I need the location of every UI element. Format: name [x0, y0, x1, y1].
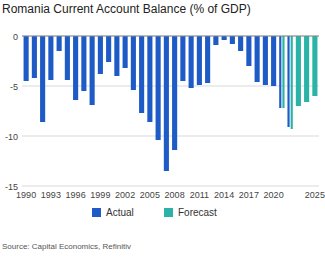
zero-line — [22, 36, 319, 37]
bar — [296, 36, 301, 106]
x-tick-label: 2005 — [140, 190, 160, 200]
bar — [123, 36, 128, 68]
bar — [213, 36, 218, 45]
bar — [131, 36, 136, 90]
bar — [263, 36, 268, 85]
bar — [291, 36, 293, 129]
bar — [282, 36, 284, 108]
bar — [73, 36, 78, 100]
x-tick-label: 1993 — [41, 190, 61, 200]
x-tick-label: 1999 — [90, 190, 110, 200]
x-tick-label: 2002 — [115, 190, 135, 200]
bar — [156, 36, 161, 140]
bar — [114, 36, 119, 76]
bar — [65, 36, 70, 80]
bar — [246, 36, 251, 66]
bar — [205, 36, 210, 83]
x-tick-label: 2014 — [214, 190, 234, 200]
y-tick-label: -5 — [10, 82, 18, 92]
x-tick-label: 2017 — [239, 190, 259, 200]
bar — [40, 36, 45, 122]
bar — [81, 36, 86, 91]
bar — [279, 36, 281, 108]
bar — [57, 36, 62, 51]
x-tick-label: 2025 — [305, 190, 325, 200]
bar — [180, 36, 185, 81]
bar — [238, 36, 243, 51]
bar — [164, 36, 169, 171]
bar — [304, 36, 309, 102]
legend-swatch — [92, 208, 101, 217]
x-tick-label: 2008 — [165, 190, 185, 200]
bar — [139, 36, 144, 113]
bar — [98, 36, 103, 74]
bar — [172, 36, 177, 150]
bar — [197, 36, 202, 85]
bar — [312, 36, 317, 96]
bar — [222, 36, 227, 40]
y-tick-label: -10 — [5, 132, 18, 142]
x-tick-label: 1996 — [66, 190, 86, 200]
x-tick-label: 2020 — [264, 190, 284, 200]
legend-swatch — [164, 208, 173, 217]
bar — [32, 36, 37, 78]
bar — [271, 36, 276, 86]
bar — [106, 36, 111, 62]
bar — [90, 36, 95, 105]
y-tick-label: 0 — [13, 32, 18, 42]
legend-label: Forecast — [178, 207, 217, 218]
bar — [24, 36, 29, 81]
bar — [147, 36, 152, 122]
grid-line — [22, 186, 319, 187]
bar — [287, 36, 289, 127]
bar — [189, 36, 194, 88]
x-tick-label: 2011 — [190, 190, 209, 200]
legend: Actual Forecast — [92, 207, 217, 218]
x-tick-label: 1990 — [16, 190, 36, 200]
grid-line — [22, 36, 319, 37]
bar — [230, 36, 235, 44]
chart: Romania Current Account Balance (% of GD… — [0, 0, 325, 273]
legend-label: Actual — [106, 207, 134, 218]
title: Romania Current Account Balance (% of GD… — [2, 2, 251, 16]
bar — [48, 36, 53, 80]
bar — [255, 36, 260, 82]
source: Source: Capital Economics, Refinitiv — [2, 242, 131, 251]
bars — [24, 36, 318, 171]
grid-line — [22, 136, 319, 137]
